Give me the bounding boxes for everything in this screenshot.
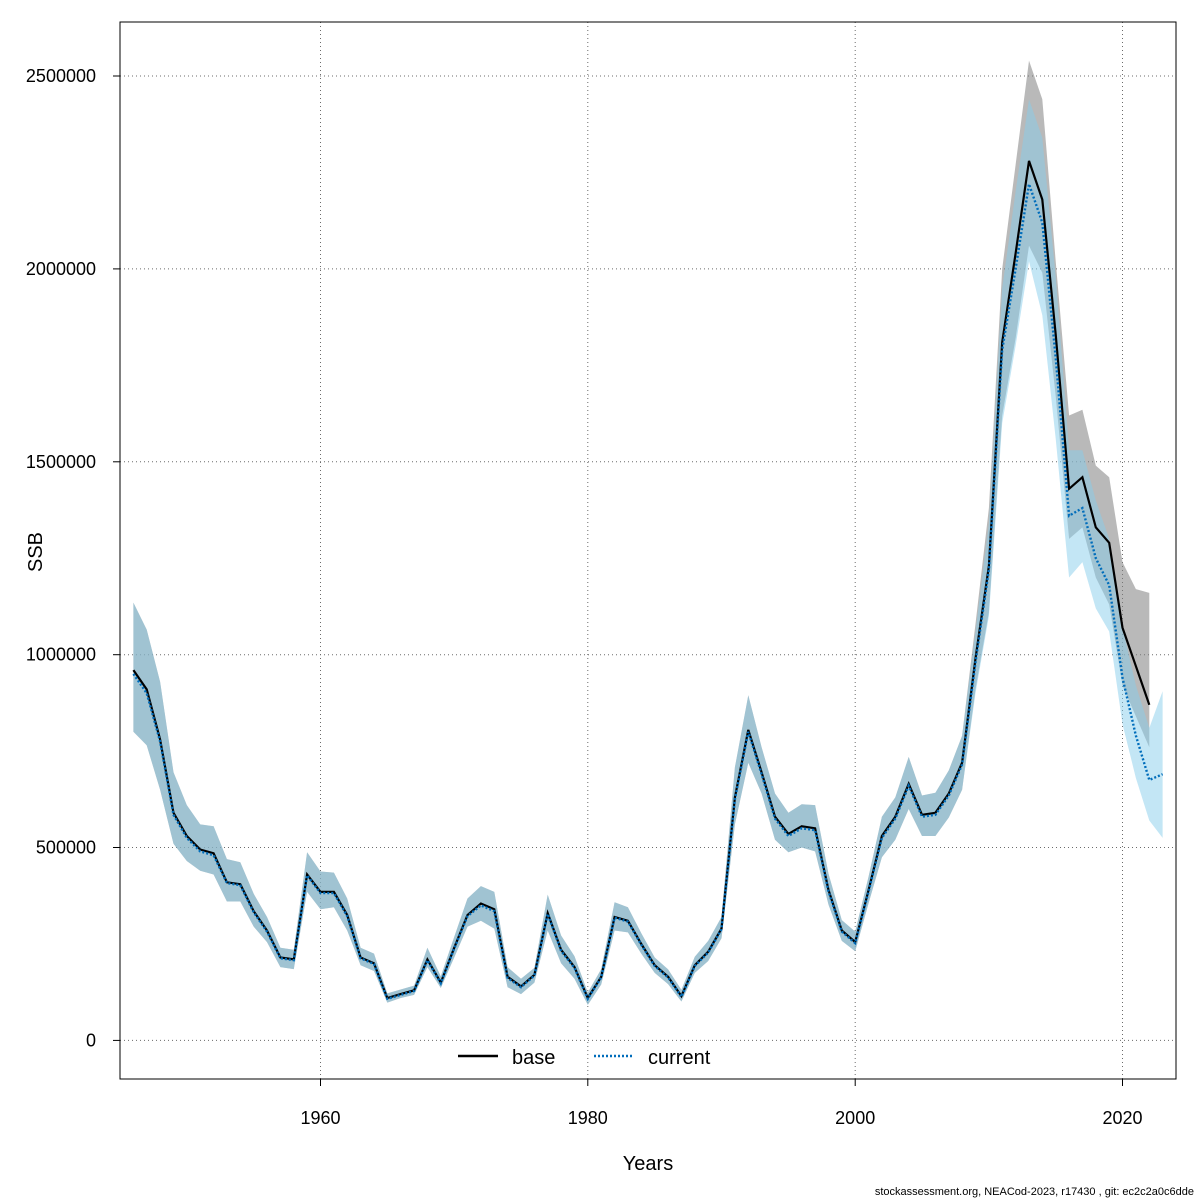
series-line-base [132,160,1151,1001]
series-line-current [132,183,1164,1002]
x-tick-label: 2000 [835,1108,875,1128]
x-axis: 1960 1980 2000 2020 [300,1079,1143,1128]
series-lines [132,160,1164,1002]
x-tick-label: 1960 [300,1108,340,1128]
x-tick-label: 1980 [568,1108,608,1128]
y-tick-label: 1000000 [26,645,96,665]
y-tick-label: 500000 [36,838,96,858]
footer-credit: stockassessment.org, NEACod-2023, r17430… [874,1186,1194,1198]
grid-lines [120,22,1176,1079]
confidence-bands [133,60,1163,1005]
y-tick-label: 2500000 [26,66,96,86]
y-axis-title: SSB [25,532,47,572]
y-axis: 0 500000 1000000 1500000 2000000 2500000 [26,66,120,1050]
y-tick-label: 0 [86,1030,96,1050]
legend: base current [458,1047,711,1069]
y-tick-label: 2000000 [26,259,96,279]
confidence-band-current [133,99,1163,1005]
y-tick-label: 1500000 [26,452,96,472]
legend-current-label: current [648,1047,711,1069]
x-axis-title: Years [623,1153,673,1175]
plot-frame [119,21,1177,1080]
legend-base-label: base [512,1047,555,1069]
x-tick-label: 2020 [1102,1108,1142,1128]
